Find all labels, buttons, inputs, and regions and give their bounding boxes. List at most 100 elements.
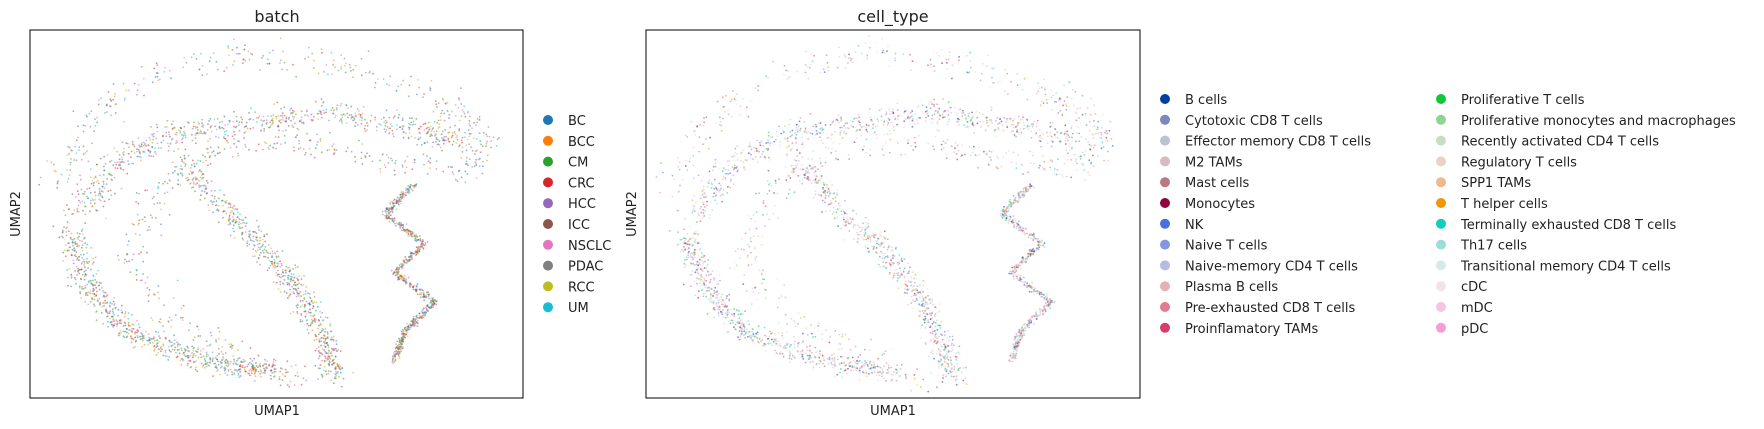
scatter-point xyxy=(207,204,210,207)
scatter-point xyxy=(458,98,460,101)
scatter-point xyxy=(920,337,923,339)
scatter-point xyxy=(246,242,249,245)
scatter-point xyxy=(744,168,747,171)
scatter-point xyxy=(832,141,835,144)
scatter-point xyxy=(164,66,166,69)
scatter-point xyxy=(708,170,711,173)
scatter-point xyxy=(486,159,488,162)
scatter-point xyxy=(347,116,349,119)
scatter-point xyxy=(196,178,199,180)
scatter-point xyxy=(61,231,64,234)
scatter-point xyxy=(202,355,205,358)
scatter-point xyxy=(469,133,472,135)
scatter-point xyxy=(235,146,238,148)
scatter-point xyxy=(237,223,240,226)
scatter-point xyxy=(84,222,87,225)
scatter-point xyxy=(91,205,94,208)
scatter-point xyxy=(113,177,116,179)
scatter-point xyxy=(408,235,411,237)
scatter-point xyxy=(756,298,759,301)
scatter-point xyxy=(183,154,186,157)
scatter-point xyxy=(60,173,63,176)
scatter-point xyxy=(288,295,291,297)
scatter-point xyxy=(132,328,135,330)
scatter-point xyxy=(383,164,386,166)
scatter-point xyxy=(73,276,76,279)
scatter-point xyxy=(395,89,398,92)
scatter-point xyxy=(265,249,268,252)
scatter-point xyxy=(155,354,158,356)
scatter-point xyxy=(235,125,238,128)
scatter-point xyxy=(227,362,229,365)
scatter-point xyxy=(968,71,971,73)
scatter-point xyxy=(1083,154,1086,156)
scatter-point xyxy=(232,212,235,215)
scatter-point xyxy=(81,287,83,290)
scatter-point xyxy=(818,322,820,325)
scatter-point xyxy=(263,141,266,144)
scatter-point xyxy=(386,83,388,85)
scatter-point xyxy=(98,288,101,291)
scatter-point xyxy=(202,176,205,179)
scatter-point xyxy=(194,190,196,193)
scatter-point xyxy=(263,248,266,251)
scatter-point xyxy=(282,282,284,285)
scatter-point xyxy=(73,254,76,257)
scatter-point xyxy=(921,310,924,312)
scatter-point xyxy=(871,234,873,237)
scatter-point xyxy=(394,359,397,361)
scatter-point xyxy=(375,129,378,132)
scatter-point xyxy=(205,351,208,354)
scatter-point xyxy=(163,71,166,73)
scatter-point xyxy=(949,356,952,359)
scatter-point xyxy=(431,303,434,306)
scatter-point xyxy=(71,193,74,196)
scatter-point xyxy=(276,142,278,145)
scatter-point xyxy=(398,345,400,348)
scatter-point xyxy=(186,362,189,365)
scatter-point xyxy=(132,223,135,226)
scatter-point xyxy=(400,344,402,347)
scatter-point xyxy=(396,267,398,270)
scatter-point xyxy=(109,305,111,308)
scatter-point xyxy=(946,123,949,126)
scatter-point xyxy=(397,354,400,356)
scatter-point xyxy=(970,118,973,121)
scatter-point xyxy=(388,116,391,119)
scatter-point xyxy=(268,259,271,262)
scatter-point xyxy=(684,165,687,167)
scatter-point xyxy=(296,127,299,130)
scatter-point xyxy=(368,71,371,74)
scatter-point xyxy=(485,142,488,145)
scatter-point xyxy=(726,160,729,163)
scatter-point xyxy=(321,311,324,314)
scatter-point xyxy=(231,135,234,138)
scatter-point xyxy=(458,97,460,99)
scatter-point xyxy=(1054,128,1057,131)
scatter-point xyxy=(936,103,939,106)
scatter-point xyxy=(184,136,187,139)
scatter-point xyxy=(80,188,83,191)
scatter-point xyxy=(175,351,177,354)
scatter-point xyxy=(310,153,312,156)
scatter-point xyxy=(191,159,194,162)
scatter-point xyxy=(93,181,95,184)
legend-item-bcc: BCC xyxy=(543,135,595,150)
scatter-point xyxy=(136,336,139,339)
scatter-point xyxy=(410,233,413,235)
scatter-point xyxy=(136,150,139,153)
scatter-point xyxy=(223,367,226,370)
scatter-point xyxy=(401,345,404,348)
scatter-point xyxy=(954,106,956,109)
scatter-point xyxy=(115,319,118,322)
scatter-point xyxy=(755,211,758,214)
scatter-point xyxy=(882,123,885,126)
scatter-point xyxy=(223,70,226,73)
scatter-point xyxy=(812,360,814,363)
scatter-point xyxy=(109,173,112,176)
scatter-point xyxy=(282,130,284,132)
scatter-point xyxy=(404,229,407,232)
scatter-point xyxy=(169,135,171,138)
scatter-point xyxy=(410,234,413,237)
scatter-point xyxy=(277,115,280,117)
